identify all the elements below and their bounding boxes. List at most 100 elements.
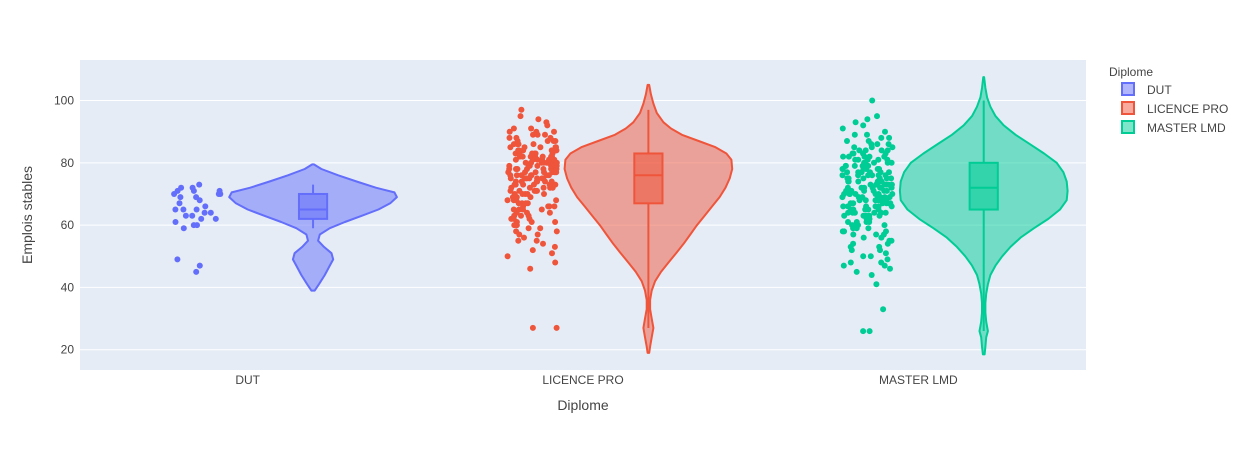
data-point xyxy=(533,237,540,244)
data-point xyxy=(850,206,857,213)
data-point xyxy=(180,206,187,213)
legend-label: LICENCE PRO xyxy=(1147,102,1228,116)
data-point xyxy=(172,206,179,213)
data-point xyxy=(882,128,888,135)
data-point xyxy=(840,153,847,160)
data-point xyxy=(553,197,560,204)
data-point xyxy=(189,212,196,219)
data-point xyxy=(882,209,889,216)
data-point xyxy=(539,153,546,160)
data-point xyxy=(513,172,520,179)
data-point xyxy=(552,219,559,225)
data-point xyxy=(177,194,184,201)
data-point xyxy=(193,206,200,213)
data-point xyxy=(866,153,873,160)
data-point xyxy=(850,231,857,238)
data-point xyxy=(529,324,536,331)
series-dut xyxy=(171,163,398,292)
data-point xyxy=(524,209,530,216)
data-point xyxy=(883,228,889,235)
legend-swatch xyxy=(1121,120,1135,134)
data-point xyxy=(534,231,541,238)
data-point xyxy=(512,178,519,185)
data-point xyxy=(506,134,513,141)
x-tick-label: MASTER LMD xyxy=(879,373,958,387)
data-point xyxy=(860,328,867,335)
data-point xyxy=(540,166,547,172)
data-point xyxy=(178,184,185,191)
data-point xyxy=(876,243,883,250)
data-point xyxy=(878,259,885,266)
data-point xyxy=(874,141,881,148)
data-point xyxy=(861,184,868,191)
data-point xyxy=(863,203,870,210)
data-point xyxy=(529,247,536,254)
data-point xyxy=(844,169,851,176)
data-point xyxy=(884,256,891,263)
data-point xyxy=(524,191,531,197)
data-point xyxy=(889,191,896,197)
data-point xyxy=(174,256,181,263)
data-point xyxy=(553,324,560,331)
legend-item[interactable]: MASTER LMD xyxy=(1121,120,1226,135)
data-point xyxy=(860,253,867,260)
data-point xyxy=(515,237,522,244)
x-axis-title: Diplome xyxy=(557,397,609,413)
box-iqr xyxy=(633,152,664,205)
data-point xyxy=(845,219,851,225)
data-point xyxy=(518,212,524,219)
data-point xyxy=(864,131,870,138)
y-axis-title: Emplois stables xyxy=(19,166,35,264)
data-point xyxy=(216,187,223,194)
y-tick-label: 40 xyxy=(61,280,75,294)
data-point xyxy=(842,162,849,169)
data-point xyxy=(875,191,882,197)
data-point xyxy=(551,128,557,135)
data-point xyxy=(884,147,891,154)
legend-item[interactable]: DUT xyxy=(1121,82,1172,97)
data-point xyxy=(840,203,847,210)
data-point xyxy=(880,306,887,313)
data-point xyxy=(551,243,558,250)
data-point xyxy=(518,106,525,113)
legend-swatch xyxy=(1121,82,1135,96)
data-point xyxy=(528,172,534,179)
data-point xyxy=(860,175,867,182)
series-master-lmd xyxy=(839,76,1069,356)
data-point xyxy=(874,166,881,172)
data-point xyxy=(504,253,511,260)
legend-item[interactable]: LICENCE PRO xyxy=(1121,101,1228,116)
data-point xyxy=(881,222,888,229)
data-point xyxy=(855,178,862,185)
data-point xyxy=(847,259,854,266)
data-point xyxy=(850,150,857,157)
data-point xyxy=(867,181,874,188)
data-point xyxy=(867,253,874,260)
data-point xyxy=(851,162,858,169)
data-point xyxy=(198,215,205,222)
data-point xyxy=(196,262,203,269)
data-point xyxy=(513,166,519,172)
data-point xyxy=(201,209,208,216)
data-point xyxy=(839,125,846,132)
data-point xyxy=(850,240,857,247)
data-point xyxy=(878,134,885,141)
data-point xyxy=(866,328,873,335)
y-tick-labels: 20 40 60 80 100 xyxy=(54,94,74,357)
data-point xyxy=(871,159,877,166)
y-tick-label: 80 xyxy=(61,156,75,170)
data-point xyxy=(533,187,539,194)
data-point xyxy=(516,187,523,194)
data-point xyxy=(864,116,871,123)
data-point xyxy=(528,125,535,132)
data-point xyxy=(869,97,876,104)
data-point xyxy=(506,162,513,169)
data-point xyxy=(873,281,880,288)
data-point xyxy=(511,191,518,197)
data-point xyxy=(182,212,189,219)
data-point xyxy=(871,209,878,216)
data-point xyxy=(865,138,872,144)
data-point xyxy=(885,181,892,188)
data-point xyxy=(886,134,893,141)
data-point xyxy=(516,147,522,154)
